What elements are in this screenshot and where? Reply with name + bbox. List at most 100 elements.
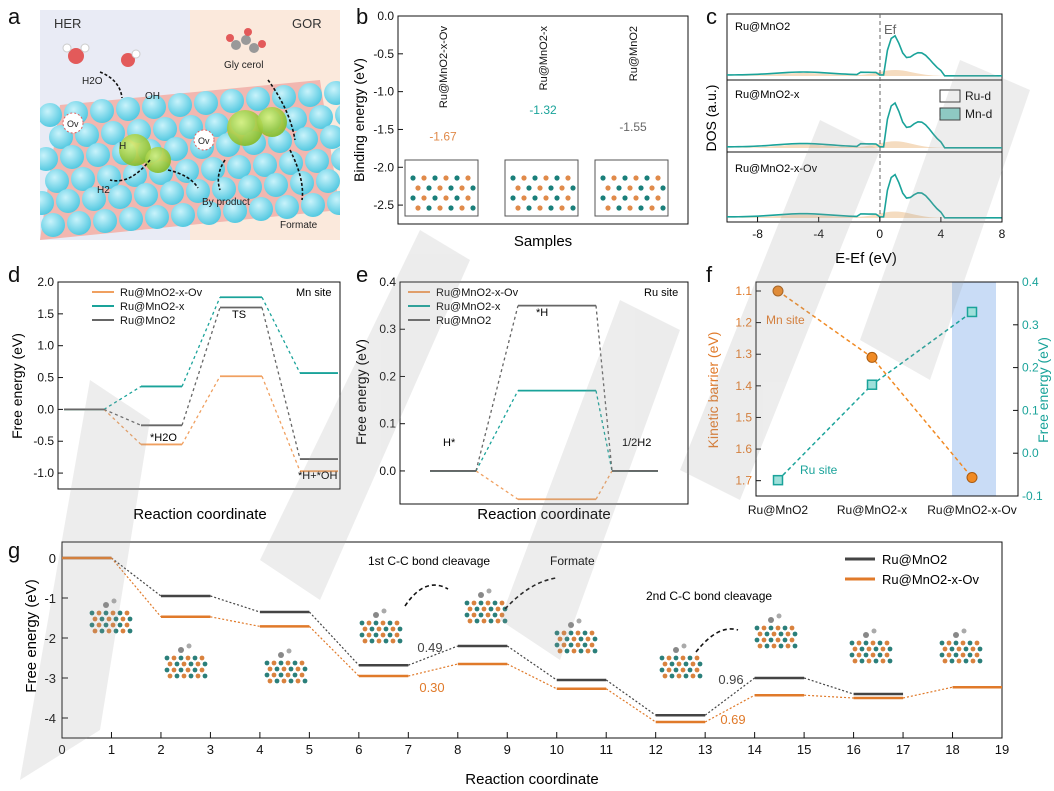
y-tick-label: -3 bbox=[44, 671, 56, 686]
y-axis-label: Free energy (eV) bbox=[353, 339, 369, 445]
ru-cluster-3 bbox=[227, 110, 263, 146]
mn-d-dos-line bbox=[726, 101, 1002, 149]
y-tick-label: 1.0 bbox=[37, 339, 54, 353]
y-tick-label: -4 bbox=[44, 711, 56, 726]
panel-d-chart: 2.0 1.5 1.0 0.5 0.0 -0.5 -1.0 Ru@MnO2-x-Ov Ru@M… bbox=[9, 275, 341, 523]
x-tick-label: -4 bbox=[813, 227, 824, 241]
structure-inset bbox=[554, 618, 598, 654]
structure-insets bbox=[89, 588, 983, 684]
x-tick-label: 2 bbox=[157, 742, 164, 757]
label-glycerol: Gly cerol bbox=[224, 60, 263, 71]
data-point bbox=[866, 379, 878, 390]
x-tick-label: 4 bbox=[938, 227, 945, 241]
value-label: -1.55 bbox=[619, 120, 647, 134]
x-tick-label: 0 bbox=[876, 227, 883, 241]
subplot-3-name: Ru@MnO2-x-Ov bbox=[735, 163, 818, 175]
connector bbox=[506, 645, 558, 681]
series-0 bbox=[64, 375, 338, 473]
panel-c-chart: Ef Ru@MnO2 Ru@MnO2-x Ru@MnO2-x-Ov Ru-d M… bbox=[703, 13, 1006, 267]
label-h: H bbox=[119, 141, 126, 152]
barrier-label: 0.96 bbox=[718, 672, 743, 687]
y-axis-label-right: Free energy (eV) bbox=[1035, 337, 1051, 443]
annotation-second-cleavage: 2nd C-C bond cleavage bbox=[646, 589, 772, 603]
label-byproduct: By product bbox=[202, 197, 250, 208]
label-her: HER bbox=[54, 16, 81, 31]
panel-label-f: f bbox=[706, 262, 713, 287]
data-point bbox=[772, 285, 784, 297]
connector bbox=[181, 297, 221, 387]
y-tick-label: -1.0 bbox=[33, 466, 54, 480]
subplot-2-name: Ru@MnO2-x bbox=[735, 89, 800, 101]
x-tick-label: 5 bbox=[306, 742, 313, 757]
data-point bbox=[966, 306, 978, 318]
y-left-tick-label: 1.1 bbox=[735, 284, 752, 298]
panel-b-chart: 0.0 -0.5 -1.0 -1.5 -2.0 -2.5 Binding energy (… bbox=[351, 9, 689, 250]
y-left-tick-label: 1.5 bbox=[735, 410, 752, 424]
x-tick-label: 17 bbox=[896, 742, 910, 757]
data-point bbox=[966, 472, 978, 484]
connector bbox=[595, 390, 613, 472]
series-2 bbox=[430, 304, 658, 472]
plot-frame bbox=[61, 541, 1003, 739]
connector bbox=[475, 470, 519, 500]
connector bbox=[103, 385, 142, 410]
mn-d-dos-line bbox=[726, 173, 1002, 219]
series-1 bbox=[62, 556, 1002, 724]
dos-subplot-3 bbox=[726, 151, 1003, 223]
y-tick-label: 0.2 bbox=[379, 369, 396, 383]
panel-label-b: b bbox=[356, 4, 369, 29]
y-tick-label: -0.5 bbox=[373, 47, 394, 61]
label-oh: OH bbox=[145, 91, 160, 102]
y-axis-label: Binding energy (eV) bbox=[351, 58, 367, 182]
label-ov-1: Ov bbox=[67, 119, 79, 129]
plot-frame bbox=[57, 281, 341, 490]
x-category-label: Ru@MnO2-x-Ov bbox=[927, 503, 1017, 517]
x-tick-label: 4 bbox=[256, 742, 263, 757]
y-tick-label: 0.0 bbox=[377, 9, 394, 23]
series-1 bbox=[64, 296, 338, 411]
structure-inset bbox=[164, 643, 208, 679]
plot-frame bbox=[397, 15, 689, 225]
x-tick-label: 11 bbox=[599, 742, 613, 757]
legend-entry: Ru@MnO2 bbox=[120, 315, 175, 327]
y-tick-label: 0.5 bbox=[37, 371, 54, 385]
connector bbox=[261, 307, 301, 460]
site-label: Mn site bbox=[296, 287, 331, 299]
mn-d-dos-line bbox=[726, 34, 1002, 77]
panel-f-chart: 1.1 1.2 1.3 1.4 1.5 1.6 1.7 0.4 0.3 0.2 0.1 0.0 -0.1… bbox=[705, 275, 1051, 517]
x-tick-label: 1 bbox=[108, 742, 115, 757]
ru-cluster-4 bbox=[257, 107, 287, 137]
x-tick-label: 3 bbox=[207, 742, 214, 757]
x-tick-label: 12 bbox=[648, 742, 662, 757]
annotation-h-oh: *H+*OH bbox=[298, 470, 337, 482]
catalyst-surface bbox=[40, 80, 340, 240]
highlight-band bbox=[952, 282, 996, 496]
connector bbox=[595, 305, 613, 471]
series-1 bbox=[430, 389, 658, 472]
x-axis-label: Reaction coordinate bbox=[133, 506, 266, 523]
y-right-tick-label: 0.0 bbox=[1022, 446, 1039, 460]
barrier-label: 0.30 bbox=[419, 680, 444, 695]
x-tick-label: 16 bbox=[846, 742, 860, 757]
y-tick-label: -1.5 bbox=[373, 122, 394, 136]
panel-label-e: e bbox=[356, 262, 369, 287]
connector bbox=[103, 408, 142, 426]
barrier-label: 0.49 bbox=[417, 640, 442, 655]
glycerol-molecule bbox=[226, 28, 266, 53]
legend-entry: Ru@MnO2 bbox=[436, 315, 491, 327]
ru-d-dos-area bbox=[727, 69, 1002, 76]
x-axis-label: Samples bbox=[514, 233, 572, 250]
connector bbox=[181, 375, 221, 445]
plot-frame bbox=[755, 281, 1019, 497]
category-label: Ru@MnO2-x bbox=[538, 26, 550, 91]
label-formate: Formate bbox=[280, 220, 318, 231]
connector bbox=[704, 694, 755, 723]
series-line-1 bbox=[777, 311, 973, 481]
water-molecule bbox=[62, 43, 141, 67]
connector bbox=[475, 305, 519, 472]
structure-inset bbox=[754, 613, 798, 649]
annotation-ts: TS bbox=[232, 309, 246, 321]
label-ov-2: Ov bbox=[198, 136, 210, 146]
connector bbox=[261, 376, 301, 472]
connector bbox=[804, 694, 854, 699]
